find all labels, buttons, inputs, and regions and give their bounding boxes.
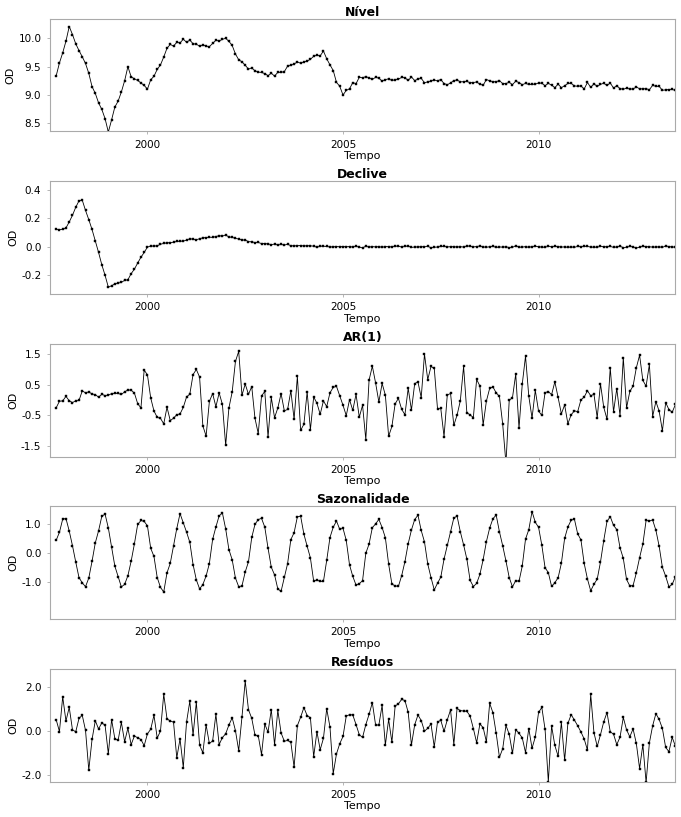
X-axis label: Tempo: Tempo [345,639,381,649]
Title: AR(1): AR(1) [343,331,383,344]
Y-axis label: OD: OD [8,717,18,734]
Y-axis label: OD: OD [5,66,16,83]
Title: Declive: Declive [337,168,388,181]
Title: Sazonalidade: Sazonalidade [316,493,409,507]
X-axis label: Tempo: Tempo [345,476,381,486]
Title: Resíduos: Resíduos [331,656,394,669]
Y-axis label: OD: OD [8,554,18,571]
X-axis label: Tempo: Tempo [345,314,381,324]
Y-axis label: OD: OD [8,229,18,246]
Y-axis label: OD: OD [8,391,18,408]
Title: Nível: Nível [345,6,380,19]
X-axis label: Tempo: Tempo [345,801,381,811]
X-axis label: Tempo: Tempo [345,151,381,161]
